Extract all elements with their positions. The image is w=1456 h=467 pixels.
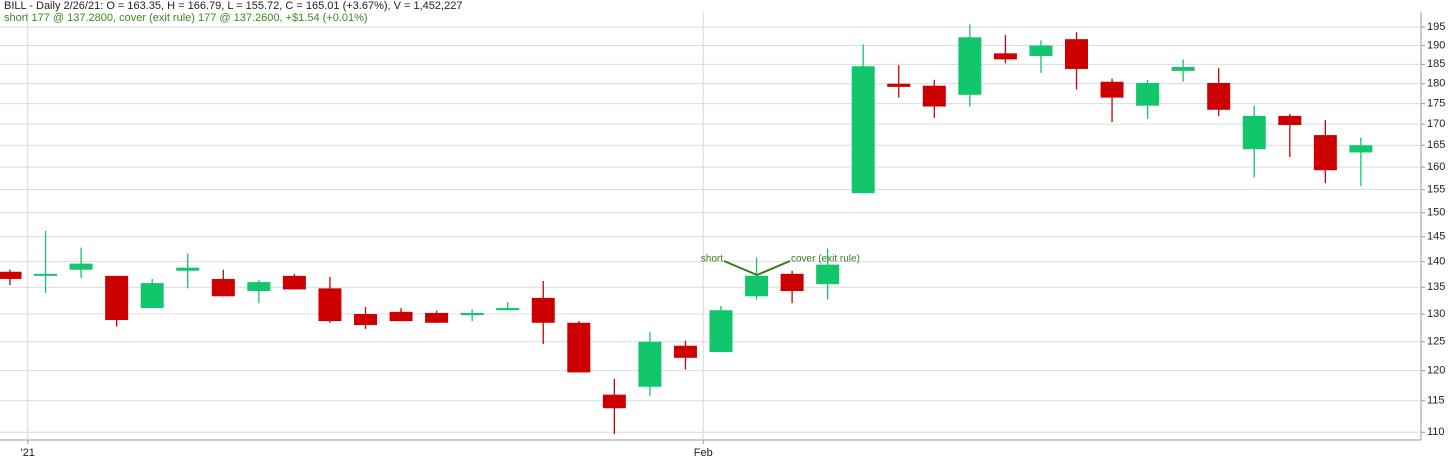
y-tick-label: 195 (1427, 21, 1445, 33)
annotation-label: cover (exit rule) (791, 254, 860, 265)
chart-title: BILL - Daily 2/26/21: O = 163.35, H = 16… (4, 0, 462, 12)
y-tick-label: 190 (1427, 39, 1445, 51)
y-tick-label: 170 (1427, 118, 1445, 130)
candle-body (1065, 39, 1088, 69)
candle-body (1278, 115, 1302, 126)
candle-body (389, 311, 413, 322)
candle-body (1242, 115, 1266, 150)
candle-body (780, 273, 804, 291)
candle-body (496, 308, 520, 311)
candle-body (922, 85, 946, 107)
candle-body (318, 288, 342, 322)
candle-body (247, 282, 271, 291)
candle-body (1100, 81, 1124, 98)
y-tick-label: 145 (1427, 231, 1445, 243)
y-tick-label: 115 (1427, 395, 1445, 407)
candle-body (567, 322, 591, 373)
candle-body (887, 83, 911, 87)
annotation-arrow (756, 260, 791, 276)
y-tick-label: 180 (1427, 78, 1445, 90)
candle-body (816, 264, 840, 285)
y-tick-label: 165 (1427, 139, 1445, 151)
candle-body (993, 53, 1017, 60)
candle-body (1029, 45, 1053, 56)
candle-body (282, 275, 306, 290)
y-tick-label: 150 (1427, 207, 1445, 219)
candle-body (1349, 145, 1373, 153)
annotation-arrow (723, 260, 758, 276)
candle-body (673, 345, 697, 358)
candle-body (709, 310, 733, 353)
candle-body (602, 394, 626, 409)
x-tick-label: Feb (694, 447, 713, 459)
y-tick-label: 135 (1427, 281, 1445, 293)
y-tick-label: 130 (1427, 308, 1445, 320)
y-tick-label: 185 (1427, 58, 1445, 70)
candle-body (745, 275, 769, 297)
candle-body (34, 273, 58, 276)
candle-body (460, 312, 484, 316)
candle-body (1207, 82, 1231, 110)
candle-body (354, 314, 377, 325)
candle-body (1313, 135, 1337, 171)
candle-body (69, 263, 93, 270)
y-tick-label: 160 (1427, 161, 1445, 173)
y-tick-label: 175 (1427, 98, 1445, 110)
candle-body (0, 271, 22, 279)
candle-body (176, 267, 200, 271)
candle-body (638, 341, 662, 387)
trade-summary: short 177 @ 137.2800, cover (exit rule) … (4, 12, 368, 24)
candle-body (105, 275, 129, 321)
y-tick-label: 140 (1427, 255, 1445, 267)
candle-body (1136, 82, 1160, 106)
y-tick-label: 125 (1427, 336, 1445, 348)
candle-body (211, 278, 235, 297)
y-tick-label: 120 (1427, 365, 1445, 377)
x-tick-label: '21 (21, 447, 35, 459)
candle-body (531, 297, 555, 323)
candle-body (425, 312, 449, 323)
y-tick-label: 110 (1427, 426, 1445, 438)
annotation-label: short (701, 254, 723, 265)
y-tick-label: 155 (1427, 183, 1445, 195)
candle-body (1171, 67, 1195, 71)
candle-body (140, 283, 164, 309)
candle-body (958, 37, 982, 95)
candle-body (851, 66, 875, 194)
